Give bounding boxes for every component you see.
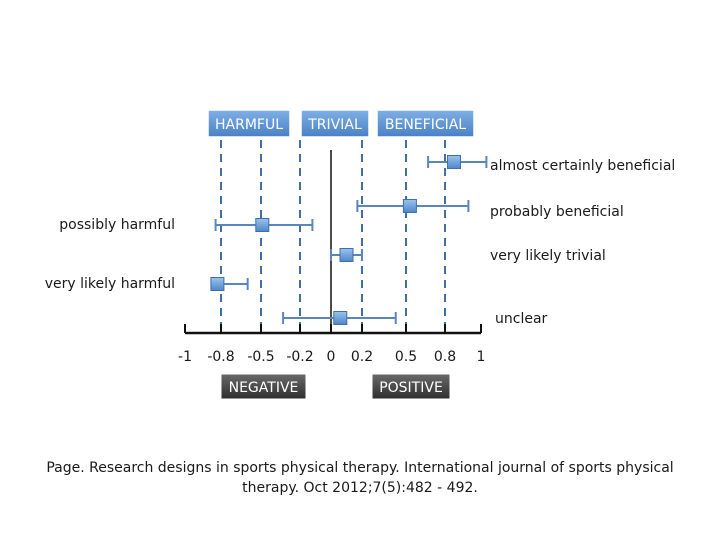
forest-row: unclear xyxy=(282,311,548,327)
x-tick-label: 0.2 xyxy=(351,349,373,365)
x-tick-label: 0.8 xyxy=(434,349,456,365)
x-tick-label: 1 xyxy=(477,349,486,365)
row-label: unclear xyxy=(495,311,548,327)
region-box-harmful xyxy=(207,109,291,138)
x-tick-label: 0 xyxy=(327,349,336,365)
estimate-marker xyxy=(333,311,348,325)
x-tick-label: 0.5 xyxy=(395,349,417,365)
row-label: very likely harmful xyxy=(45,276,175,292)
forest-row: very likely trivial xyxy=(330,248,606,264)
region-box-trivial xyxy=(300,109,370,138)
region-label-beneficial: BENEFICIAL xyxy=(385,117,466,133)
forest-row: very likely harmful xyxy=(45,276,249,292)
estimate-marker xyxy=(255,218,270,232)
region-label-trivial: TRIVIAL xyxy=(307,117,362,133)
region-box-positive xyxy=(371,373,451,400)
estimate-marker xyxy=(447,155,461,169)
row-label: almost certainly beneficial xyxy=(490,158,675,174)
region-label-negative: NEGATIVE xyxy=(229,380,299,396)
estimate-marker xyxy=(210,277,225,291)
forest-row: probably beneficial xyxy=(356,199,624,220)
region-label-harmful: HARMFUL xyxy=(215,117,283,133)
x-tick-label: -0.5 xyxy=(247,349,274,365)
x-tick-label: -0.2 xyxy=(286,349,313,365)
row-label: possibly harmful xyxy=(59,217,175,233)
row-label: very likely trivial xyxy=(490,248,606,264)
estimate-marker xyxy=(339,248,354,262)
region-label-positive: POSITIVE xyxy=(379,380,443,396)
forest-row: almost certainly beneficial xyxy=(427,155,675,174)
forest-row: possibly harmful xyxy=(59,217,314,233)
row-label: probably beneficial xyxy=(490,204,624,220)
x-tick-label: -1 xyxy=(178,349,192,365)
region-box-negative xyxy=(220,373,307,400)
figure-caption: Page. Research designs in sports physica… xyxy=(46,460,674,496)
x-tick-label: -0.8 xyxy=(207,349,234,365)
region-box-beneficial xyxy=(376,109,475,138)
estimate-marker xyxy=(402,199,417,213)
